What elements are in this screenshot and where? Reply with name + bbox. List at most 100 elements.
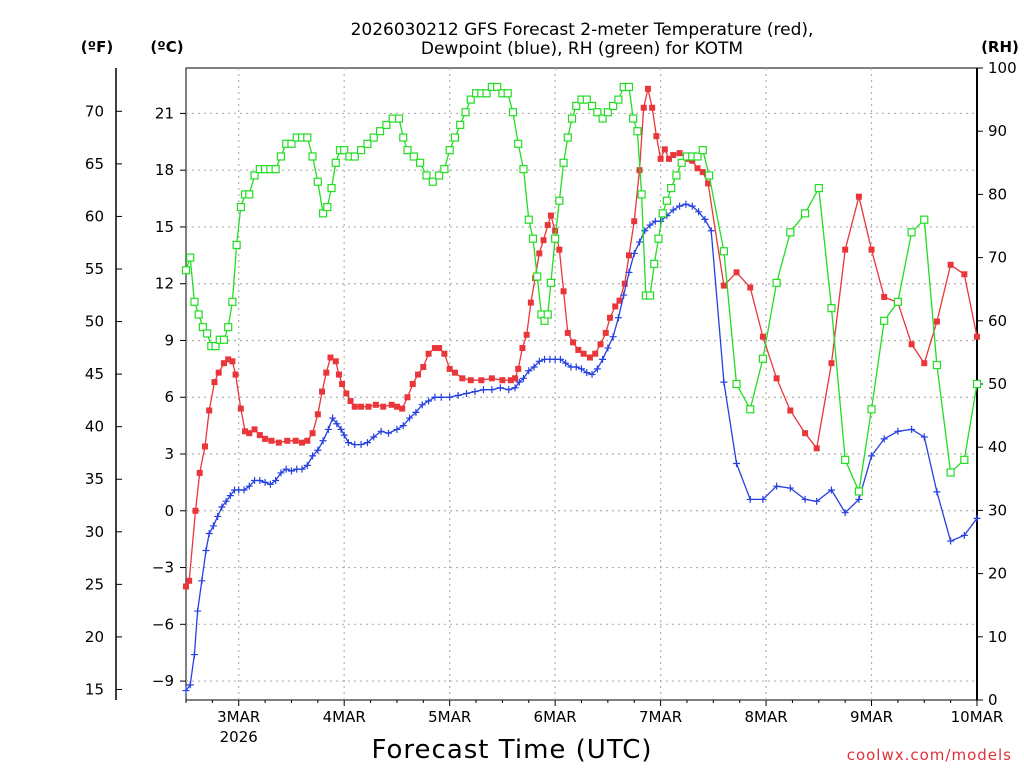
dewpoint-point <box>599 355 607 363</box>
rh-tick-label: 100 <box>988 59 1017 77</box>
dewpoint-point <box>463 389 471 397</box>
dewpoint-point <box>535 357 543 365</box>
rh-tick-label: 20 <box>988 565 1007 583</box>
rh-tick-label: 90 <box>988 122 1007 140</box>
rh-point <box>559 158 568 167</box>
rh-point <box>503 89 512 98</box>
temperature-point <box>268 437 275 444</box>
dewpoint-point <box>226 492 234 500</box>
dewpoint-point <box>412 408 420 416</box>
dewpoint-point <box>669 206 677 214</box>
fahrenheit-tick-label: 20 <box>85 628 104 646</box>
dewpoint-point <box>340 431 348 439</box>
dewpoint-point <box>855 495 863 503</box>
rh-point <box>672 171 681 180</box>
dewpoint-point <box>868 452 876 460</box>
rh-point <box>932 360 942 370</box>
temperature-point <box>855 193 862 200</box>
dewpoint-point <box>801 495 809 503</box>
temperature-point <box>921 360 928 367</box>
dewpoint-point <box>641 227 649 235</box>
dewpoint-point <box>222 497 230 505</box>
temperature-point <box>478 377 485 384</box>
temperature-point <box>292 437 299 444</box>
dewpoint-point <box>384 429 392 437</box>
temperature-point <box>602 329 609 336</box>
temperature-point <box>621 280 628 287</box>
dewpoint-point <box>202 547 210 555</box>
dewpoint-point <box>406 414 414 422</box>
temperature-point <box>229 358 236 365</box>
rh-point <box>609 101 618 111</box>
rh-point <box>287 139 296 148</box>
temperature-point <box>347 398 354 405</box>
x-tick-label: 3MAR <box>217 708 260 726</box>
temperature-point <box>689 157 696 164</box>
celsius-tick-label: 9 <box>164 331 174 349</box>
dewpoint-point <box>240 486 248 494</box>
dewpoint-point <box>960 531 968 539</box>
dewpoint-point <box>530 363 538 371</box>
temperature-point <box>575 346 582 353</box>
temperature-point <box>560 288 567 295</box>
temperature-point <box>441 350 448 357</box>
temperature-point <box>256 432 263 439</box>
dewpoint-point <box>272 477 280 485</box>
x-tick-label-year: 2026 <box>220 728 258 746</box>
dewpoint-point <box>695 208 703 216</box>
rh-point <box>211 341 220 351</box>
rh-point <box>893 297 903 306</box>
temperature-point <box>787 407 794 414</box>
temperature-point <box>720 282 727 289</box>
temperature-point <box>284 437 291 444</box>
rh-point <box>555 196 564 205</box>
fahrenheit-tick-label: 25 <box>85 575 104 593</box>
celsius-tick-label: 15 <box>155 218 174 236</box>
temperature-point <box>192 507 199 514</box>
rh-point <box>524 215 533 224</box>
temperature-point <box>446 365 453 372</box>
rh-point <box>582 95 591 104</box>
rh-point <box>587 101 597 111</box>
temperature-point <box>747 284 754 291</box>
temperature-point <box>547 212 554 219</box>
dewpoint-point <box>337 425 345 433</box>
dewpoint-point <box>399 422 407 430</box>
rh-tick-label: 0 <box>988 691 998 709</box>
temperature-point <box>343 390 350 397</box>
rh-tick-label: 70 <box>988 249 1007 267</box>
rh-point <box>827 304 836 313</box>
celsius-tick-label: −6 <box>152 615 174 633</box>
rh-point <box>633 127 642 136</box>
rh-point <box>758 354 768 363</box>
temperature-point <box>420 363 427 370</box>
rh-point <box>572 101 581 111</box>
dewpoint-point <box>418 401 426 409</box>
rh-point <box>319 209 328 218</box>
temperature-point <box>304 437 311 444</box>
fahrenheit-tick-label: 35 <box>85 470 104 488</box>
temperature-point <box>759 333 766 340</box>
temperature-point <box>225 356 232 363</box>
temperature-point <box>415 371 422 378</box>
temperature-point <box>773 375 780 382</box>
dewpoint-point <box>393 425 401 433</box>
temperature-point <box>802 430 809 437</box>
temperature-point <box>961 271 968 278</box>
temperature-point <box>828 360 835 367</box>
dewpoint-point <box>198 577 206 585</box>
temperature-point <box>974 333 980 340</box>
temperature-point <box>586 354 593 361</box>
dewpoint-point <box>786 484 794 492</box>
rh-point <box>219 335 229 344</box>
rh-point <box>245 190 254 199</box>
dewpoint-point <box>614 314 622 322</box>
dewpoint-point <box>431 393 439 401</box>
temperature-point <box>564 329 571 336</box>
temperature-point <box>606 314 613 321</box>
rh-point <box>194 310 203 319</box>
temperature-point <box>813 445 820 452</box>
temperature-point <box>206 407 213 414</box>
rh-point <box>350 152 359 161</box>
temperature-point <box>592 350 599 357</box>
